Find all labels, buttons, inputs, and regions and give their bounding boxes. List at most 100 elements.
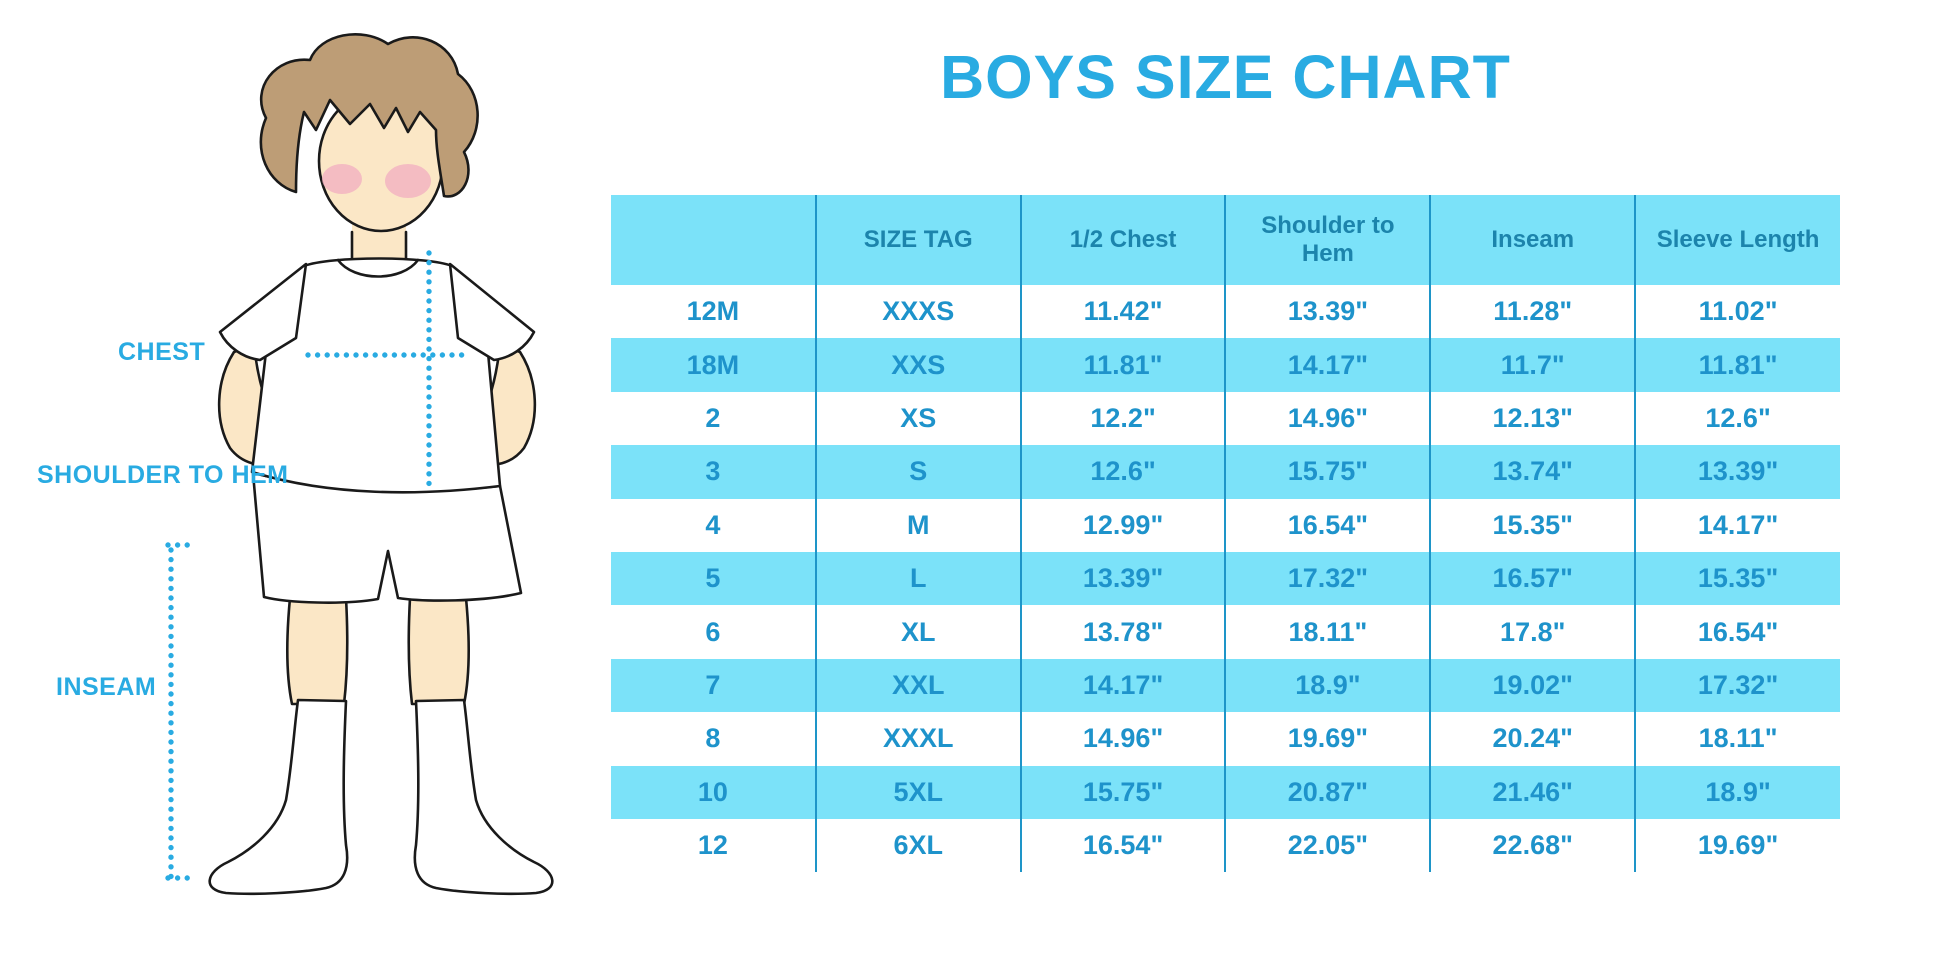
inseam-label: INSEAM (56, 673, 157, 701)
measurement-cell: 15.35" (1429, 498, 1636, 552)
column-header: SIZE TAG (814, 195, 1021, 285)
size-cell: 8 (705, 723, 721, 754)
measurement-cell: 13.78" (1019, 605, 1226, 659)
boy-neckline (336, 258, 420, 278)
measurement-cell: L (814, 551, 1021, 606)
table-row: 4 M 12.99" 16.54" 15.35" 14.17" (611, 498, 1840, 552)
measurement-cell: XS (814, 391, 1021, 446)
table-row: 8 XXXL 14.96" 19.69" 20.24" 18.11" (611, 712, 1840, 766)
measurement-cell: 13.39" (1019, 551, 1226, 606)
measurement-cell: 15.75" (1224, 445, 1431, 499)
measurement-cell: XXS (814, 338, 1021, 392)
measurement-cell: 20.87" (1224, 765, 1431, 819)
chest-label: CHEST (118, 338, 206, 366)
measurement-cell: 14.96" (1019, 712, 1226, 766)
measurement-cell: 14.17" (1224, 338, 1431, 392)
measurement-cell: XL (814, 605, 1021, 659)
boy-cheek-right (385, 164, 431, 198)
measurement-cell: S (814, 445, 1021, 499)
boy-leg-left (285, 596, 349, 706)
measurement-cell: 21.46" (1429, 765, 1636, 819)
boy-sleeve-left (218, 262, 308, 362)
measurement-cell: 18.11" (1224, 605, 1431, 659)
measurement-cell: 18.9" (1224, 658, 1431, 713)
measurement-cell: 6XL (814, 818, 1021, 873)
measurement-cell: 12.6" (1634, 391, 1840, 446)
size-cell: 7 (705, 669, 721, 700)
measurement-cell: 11.81" (1634, 338, 1840, 392)
measurement-cell: 16.54" (1224, 498, 1431, 552)
measurement-cell: 11.81" (1019, 338, 1226, 392)
measurement-cell: 19.69" (1634, 818, 1840, 873)
size-cell: 4 (705, 509, 721, 540)
measurement-cell: 15.75" (1019, 765, 1226, 819)
table-row: 5 L 13.39" 17.32" 16.57" 15.35" (611, 551, 1840, 606)
measurement-cell: 11.7" (1429, 338, 1636, 392)
size-cell: 5 (705, 563, 721, 594)
size-cell: 6 (705, 616, 721, 647)
measurement-cell: 22.05" (1224, 818, 1431, 873)
size-cell: 18M (686, 349, 740, 380)
boy-neck-outline (350, 230, 408, 262)
measurement-cell: 12.13" (1429, 391, 1636, 446)
boy-sock-left (208, 698, 349, 896)
measurement-cell: 5XL (814, 765, 1021, 819)
measurement-cell: 11.42" (1019, 285, 1226, 339)
table-row: 2 XS 12.2" 14.96" 12.13" 12.6" (611, 391, 1840, 446)
measurement-cell: 18.11" (1634, 712, 1840, 766)
measurement-cell: 22.68" (1429, 818, 1636, 873)
boy-sock-right (413, 698, 554, 896)
size-table: SIZE TAG 1/2 Chest Shoulder to Hem Inseam Sl… (611, 195, 1840, 873)
measurement-cell: 11.02" (1634, 285, 1840, 339)
column-header: Sleeve Length (1634, 195, 1840, 285)
measurement-cell: XXXS (814, 285, 1021, 339)
measurement-cell: 12.2" (1019, 391, 1226, 446)
measurement-cell: 15.35" (1634, 551, 1840, 606)
measurement-cell: 17.32" (1634, 658, 1840, 713)
boy-illustration (165, 32, 554, 896)
measurement-cell: 13.74" (1429, 445, 1636, 499)
boy-leg-right (407, 596, 471, 706)
table-row: 12M XXXS 11.42" 13.39" 11.28" 11.02" (611, 285, 1840, 339)
measurement-cell: 11.28" (1429, 285, 1636, 339)
size-cell: 2 (705, 402, 721, 433)
measurement-cell: 19.69" (1224, 712, 1431, 766)
size-cell: 12M (686, 296, 740, 327)
measurement-cell: 19.02" (1429, 658, 1636, 713)
size-cell: 12 (697, 830, 728, 861)
header-row: SIZE TAG 1/2 Chest Shoulder to Hem Inseam Sl… (611, 195, 1840, 285)
size-table-header: SIZE TAG 1/2 Chest Shoulder to Hem Inseam Sl… (611, 195, 1840, 285)
measurement-cell: 16.57" (1429, 551, 1636, 606)
measurement-cell: 13.39" (1634, 445, 1840, 499)
column-header: 1/2 Chest (1019, 195, 1226, 285)
measurement-cell: XXXL (814, 712, 1021, 766)
measurement-cell: 16.54" (1634, 605, 1840, 659)
measurement-cell: 14.17" (1019, 658, 1226, 713)
measurement-cell: 14.96" (1224, 391, 1431, 446)
measurement-cell: 17.32" (1224, 551, 1431, 606)
table-row: 3 S 12.6" 15.75" 13.74" 13.39" (611, 445, 1840, 499)
size-cell: 10 (697, 776, 728, 807)
measurement-cell: 12.99" (1019, 498, 1226, 552)
table-row: 18M XXS 11.81" 14.17" 11.7" 11.81" (611, 338, 1840, 392)
measurement-cell: 18.9" (1634, 765, 1840, 819)
table-row: 10 5XL 15.75" 20.87" 21.46" 18.9" (611, 765, 1840, 819)
boy-hair (259, 32, 479, 198)
shoulder-to-hem-label: SHOULDER TO HEM (37, 461, 289, 489)
inseam-measure-line (165, 542, 195, 881)
measurement-cell: 13.39" (1224, 285, 1431, 339)
column-header: Shoulder to Hem (1224, 195, 1431, 285)
size-cell: 3 (705, 456, 721, 487)
measurement-cell: M (814, 498, 1021, 552)
measurement-cell: 14.17" (1634, 498, 1840, 552)
boy-sleeve-right (448, 262, 536, 362)
measurement-cell: 20.24" (1429, 712, 1636, 766)
page-title: BOYS SIZE CHART (940, 43, 1511, 111)
measurement-cell: 12.6" (1019, 445, 1226, 499)
column-header: Inseam (1429, 195, 1636, 285)
measurement-cell: 16.54" (1019, 818, 1226, 873)
size-table-body: 12M XXXS 11.42" 13.39" 11.28" 11.02" 18M XXS 11.… (611, 285, 1840, 873)
measurement-cell: 17.8" (1429, 605, 1636, 659)
table-row: 6 XL 13.78" 18.11" 17.8" 16.54" (611, 605, 1840, 659)
